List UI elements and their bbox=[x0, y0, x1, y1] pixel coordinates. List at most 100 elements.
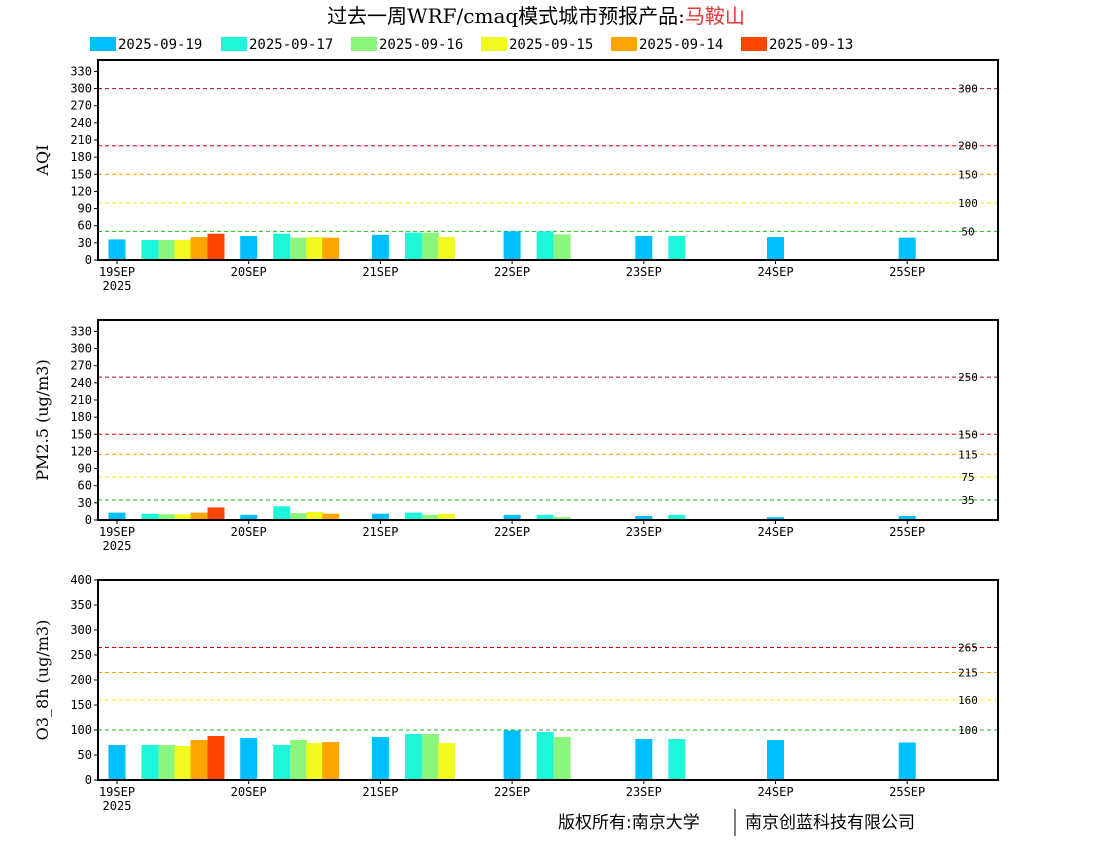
y-tick-label: 250 bbox=[70, 648, 92, 662]
bar bbox=[108, 745, 126, 780]
y-tick-label: 300 bbox=[70, 82, 92, 96]
chart-title: 过去一周WRF/cmaq模式城市预报产品:马鞍山 bbox=[327, 4, 745, 28]
bar bbox=[437, 513, 455, 520]
bar bbox=[108, 239, 126, 260]
legend-swatch bbox=[221, 37, 247, 51]
bar bbox=[108, 512, 126, 520]
bar bbox=[207, 507, 225, 520]
x-year-label: 2025 bbox=[103, 539, 132, 553]
legend-swatch bbox=[481, 37, 507, 51]
x-tick-label: 24SEP bbox=[757, 525, 793, 539]
bar bbox=[371, 513, 389, 520]
legend-swatch bbox=[741, 37, 767, 51]
x-tick-label: 19SEP bbox=[99, 525, 135, 539]
bar bbox=[190, 512, 208, 520]
bar bbox=[158, 240, 176, 260]
bar bbox=[898, 516, 916, 520]
x-tick-label: 21SEP bbox=[362, 785, 398, 799]
chart-title-prefix: 过去一周WRF/cmaq模式城市预报产品: bbox=[327, 4, 685, 28]
x-tick-label: 23SEP bbox=[626, 525, 662, 539]
y-tick-label: 180 bbox=[70, 150, 92, 164]
y-tick-label: 240 bbox=[70, 376, 92, 390]
y-tick-label: 100 bbox=[70, 723, 92, 737]
x-tick-label: 19SEP bbox=[99, 785, 135, 799]
bar bbox=[158, 745, 176, 780]
chart-title-city: 马鞍山 bbox=[685, 4, 745, 28]
y-tick-label: 90 bbox=[78, 462, 92, 476]
bar bbox=[273, 233, 291, 260]
bar bbox=[207, 233, 225, 260]
threshold-label: 265 bbox=[958, 642, 978, 655]
x-tick-label: 25SEP bbox=[889, 785, 925, 799]
x-tick-label: 20SEP bbox=[231, 525, 267, 539]
threshold-label: 200 bbox=[958, 140, 978, 153]
threshold-label: 150 bbox=[958, 428, 978, 441]
threshold-label: 50 bbox=[961, 225, 974, 238]
footer-copyright: 版权所有:南京大学 bbox=[558, 813, 700, 833]
y-tick-label: 210 bbox=[70, 393, 92, 407]
bar bbox=[404, 232, 422, 260]
footer-company: 南京创蓝科技有限公司 bbox=[745, 813, 915, 833]
bar bbox=[158, 514, 176, 520]
y-tick-label: 180 bbox=[70, 410, 92, 424]
y-tick-label: 30 bbox=[78, 236, 92, 250]
x-tick-label: 22SEP bbox=[494, 265, 530, 279]
y-axis-label: PM2.5 (ug/m3) bbox=[33, 359, 52, 480]
x-tick-label: 20SEP bbox=[231, 785, 267, 799]
threshold-label: 35 bbox=[961, 494, 974, 507]
bar bbox=[421, 734, 439, 780]
bar bbox=[503, 514, 521, 520]
threshold-label: 100 bbox=[958, 197, 978, 210]
y-tick-label: 90 bbox=[78, 202, 92, 216]
bar bbox=[668, 514, 686, 520]
x-tick-label: 21SEP bbox=[362, 265, 398, 279]
panel-1: 50 100 150 200 300 0 30 60 90 120 150 180 210 240 270 3… bbox=[33, 59, 999, 293]
y-tick-label: 400 bbox=[70, 573, 92, 587]
bar bbox=[306, 237, 324, 260]
bar bbox=[290, 513, 308, 520]
y-tick-label: 240 bbox=[70, 116, 92, 130]
bar bbox=[322, 513, 340, 520]
x-tick-label: 23SEP bbox=[626, 785, 662, 799]
y-tick-label: 60 bbox=[78, 479, 92, 493]
bar bbox=[174, 514, 192, 520]
bar bbox=[421, 232, 439, 260]
y-tick-label: 0 bbox=[85, 773, 92, 787]
bar bbox=[306, 743, 324, 780]
bar bbox=[141, 745, 159, 780]
bar bbox=[635, 516, 653, 520]
bar bbox=[767, 237, 784, 260]
x-tick-label: 20SEP bbox=[231, 265, 267, 279]
threshold-label: 150 bbox=[958, 168, 978, 181]
y-tick-label: 330 bbox=[70, 324, 92, 338]
legend-swatch bbox=[351, 37, 377, 51]
bar bbox=[240, 514, 258, 520]
bar bbox=[322, 742, 340, 780]
plot-frame bbox=[97, 59, 999, 261]
x-tick-label: 25SEP bbox=[889, 525, 925, 539]
legend-swatch bbox=[611, 37, 637, 51]
y-tick-label: 0 bbox=[85, 253, 92, 267]
threshold-label: 115 bbox=[958, 448, 978, 461]
bar bbox=[437, 237, 455, 260]
y-tick-label: 150 bbox=[70, 167, 92, 181]
legend-label: 2025-09-19 bbox=[118, 37, 202, 53]
legend-swatch bbox=[90, 37, 116, 51]
bar bbox=[767, 740, 784, 780]
y-tick-label: 270 bbox=[70, 99, 92, 113]
bar bbox=[553, 234, 571, 260]
bar bbox=[141, 240, 159, 260]
threshold-label: 75 bbox=[961, 471, 974, 484]
bar bbox=[306, 512, 324, 520]
footer: 版权所有:南京大学 南京创蓝科技有限公司 bbox=[558, 809, 915, 836]
bar bbox=[174, 746, 192, 780]
bar bbox=[668, 236, 686, 260]
y-tick-label: 300 bbox=[70, 342, 92, 356]
x-tick-label: 23SEP bbox=[626, 265, 662, 279]
bar bbox=[240, 236, 258, 260]
bar bbox=[290, 237, 308, 260]
y-tick-label: 150 bbox=[70, 698, 92, 712]
bar bbox=[767, 517, 784, 520]
bar bbox=[553, 517, 571, 520]
y-tick-label: 210 bbox=[70, 133, 92, 147]
